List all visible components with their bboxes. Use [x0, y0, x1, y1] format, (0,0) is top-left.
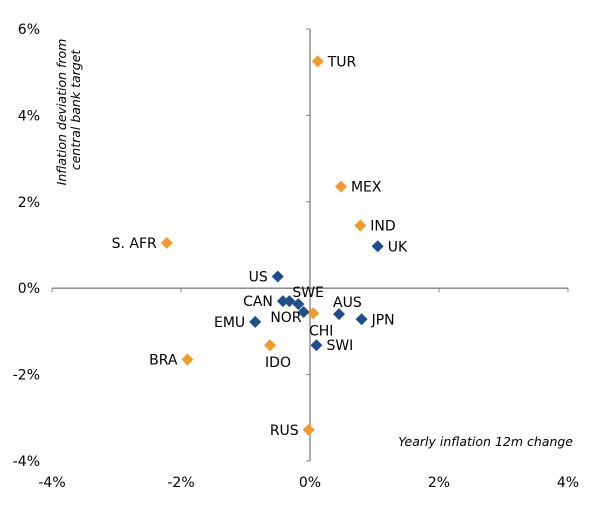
y-tick-label: 2%: [18, 195, 40, 211]
y-axis-title: Inflation deviation from central bank ta…: [54, 35, 83, 186]
data-point-developed-emu: [249, 315, 262, 328]
y-tick-label: 6%: [18, 22, 40, 38]
point-label: IDO: [265, 355, 291, 371]
point-label: CHI: [309, 323, 333, 339]
y-axis-title-line-1: Inflation deviation from: [54, 39, 69, 186]
data-point-emerging-ind: [354, 219, 367, 232]
data-points: [160, 55, 384, 436]
tick-labels: -4% -2% 0% 2% 4% 6% -4% -2% 0% 2% 4%: [13, 22, 579, 491]
point-label: SWI: [326, 338, 353, 354]
data-point-developed-unlabeled: [283, 295, 296, 308]
y-tick-label: -4%: [13, 454, 40, 470]
point-label: TUR: [327, 54, 357, 70]
point-label: BRA: [149, 352, 178, 368]
data-point-emerging-tur: [311, 55, 324, 68]
x-axis-title: Yearly inflation 12m change: [398, 434, 573, 449]
x-tick-label: 4%: [557, 475, 579, 491]
data-point-emerging-rus: [302, 423, 315, 436]
data-point-developed-swe: [292, 298, 305, 311]
data-point-developed-aus: [333, 308, 346, 321]
data-point-developed-nor: [297, 305, 310, 318]
data-point-emerging-bra: [181, 353, 194, 366]
point-label: EMU: [214, 315, 245, 331]
point-label: IND: [370, 219, 395, 235]
y-axis-title-line-2: central bank target: [68, 49, 83, 171]
y-tick-label: 4%: [18, 108, 40, 124]
point-label: SWE: [292, 285, 324, 301]
x-tick-label: -4%: [38, 475, 65, 491]
point-label: RUS: [270, 423, 299, 439]
point-label: JPN: [371, 312, 395, 328]
y-tick-label: 0%: [18, 281, 40, 297]
x-tick-label: 0%: [299, 475, 321, 491]
point-label: AUS: [333, 295, 362, 311]
point-labels: TUR MEX IND S. AFR CHI IDO BRA RUS UK US CAN SWE NOR…: [112, 54, 408, 438]
data-point-developed-uk: [371, 240, 384, 253]
point-label: UK: [388, 239, 408, 255]
data-point-emerging-chi: [307, 307, 320, 320]
data-point-emerging-safr: [160, 236, 173, 249]
data-point-developed-us: [271, 270, 284, 283]
point-label: MEX: [351, 180, 382, 196]
data-point-emerging-mex: [334, 180, 347, 193]
point-label: NOR: [270, 310, 301, 326]
x-tick-label: 2%: [428, 475, 450, 491]
data-point-developed-can: [276, 295, 289, 308]
data-point-developed-swi: [310, 339, 323, 352]
axes: [51, 28, 569, 462]
point-label: CAN: [243, 294, 273, 310]
point-label: US: [249, 270, 268, 286]
y-tick-label: -2%: [13, 368, 40, 384]
x-tick-label: -2%: [167, 475, 194, 491]
data-point-emerging-ido: [264, 339, 277, 352]
point-label: S. AFR: [112, 236, 157, 252]
data-point-developed-jpn: [355, 313, 368, 326]
